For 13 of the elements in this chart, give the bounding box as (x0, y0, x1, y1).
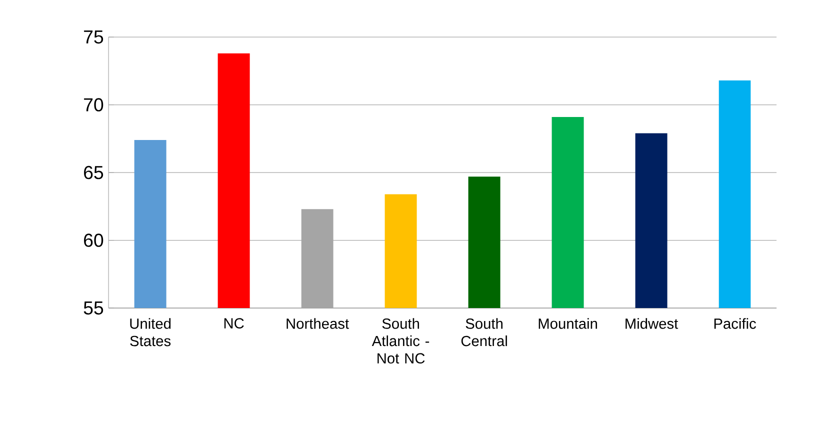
y-tick-label: 75 (84, 30, 104, 44)
x-tick-label: Pacific (714, 318, 756, 329)
x-tick-label: South Central (461, 318, 507, 346)
x-tick-label: South Atlantic - Not NC (372, 318, 430, 364)
x-tick-label: Northeast (286, 318, 349, 329)
x-tick-label: Midwest (626, 318, 678, 329)
x-tick-label: NC (224, 318, 244, 328)
x-tick-label: United States (130, 318, 171, 346)
y-tick-label: 70 (84, 98, 104, 112)
y-tick-label: 60 (84, 234, 104, 247)
y-tick-label: 65 (84, 166, 104, 180)
x-tick-label: Mountain (538, 318, 597, 329)
y-tick-label: 55 (84, 302, 104, 315)
